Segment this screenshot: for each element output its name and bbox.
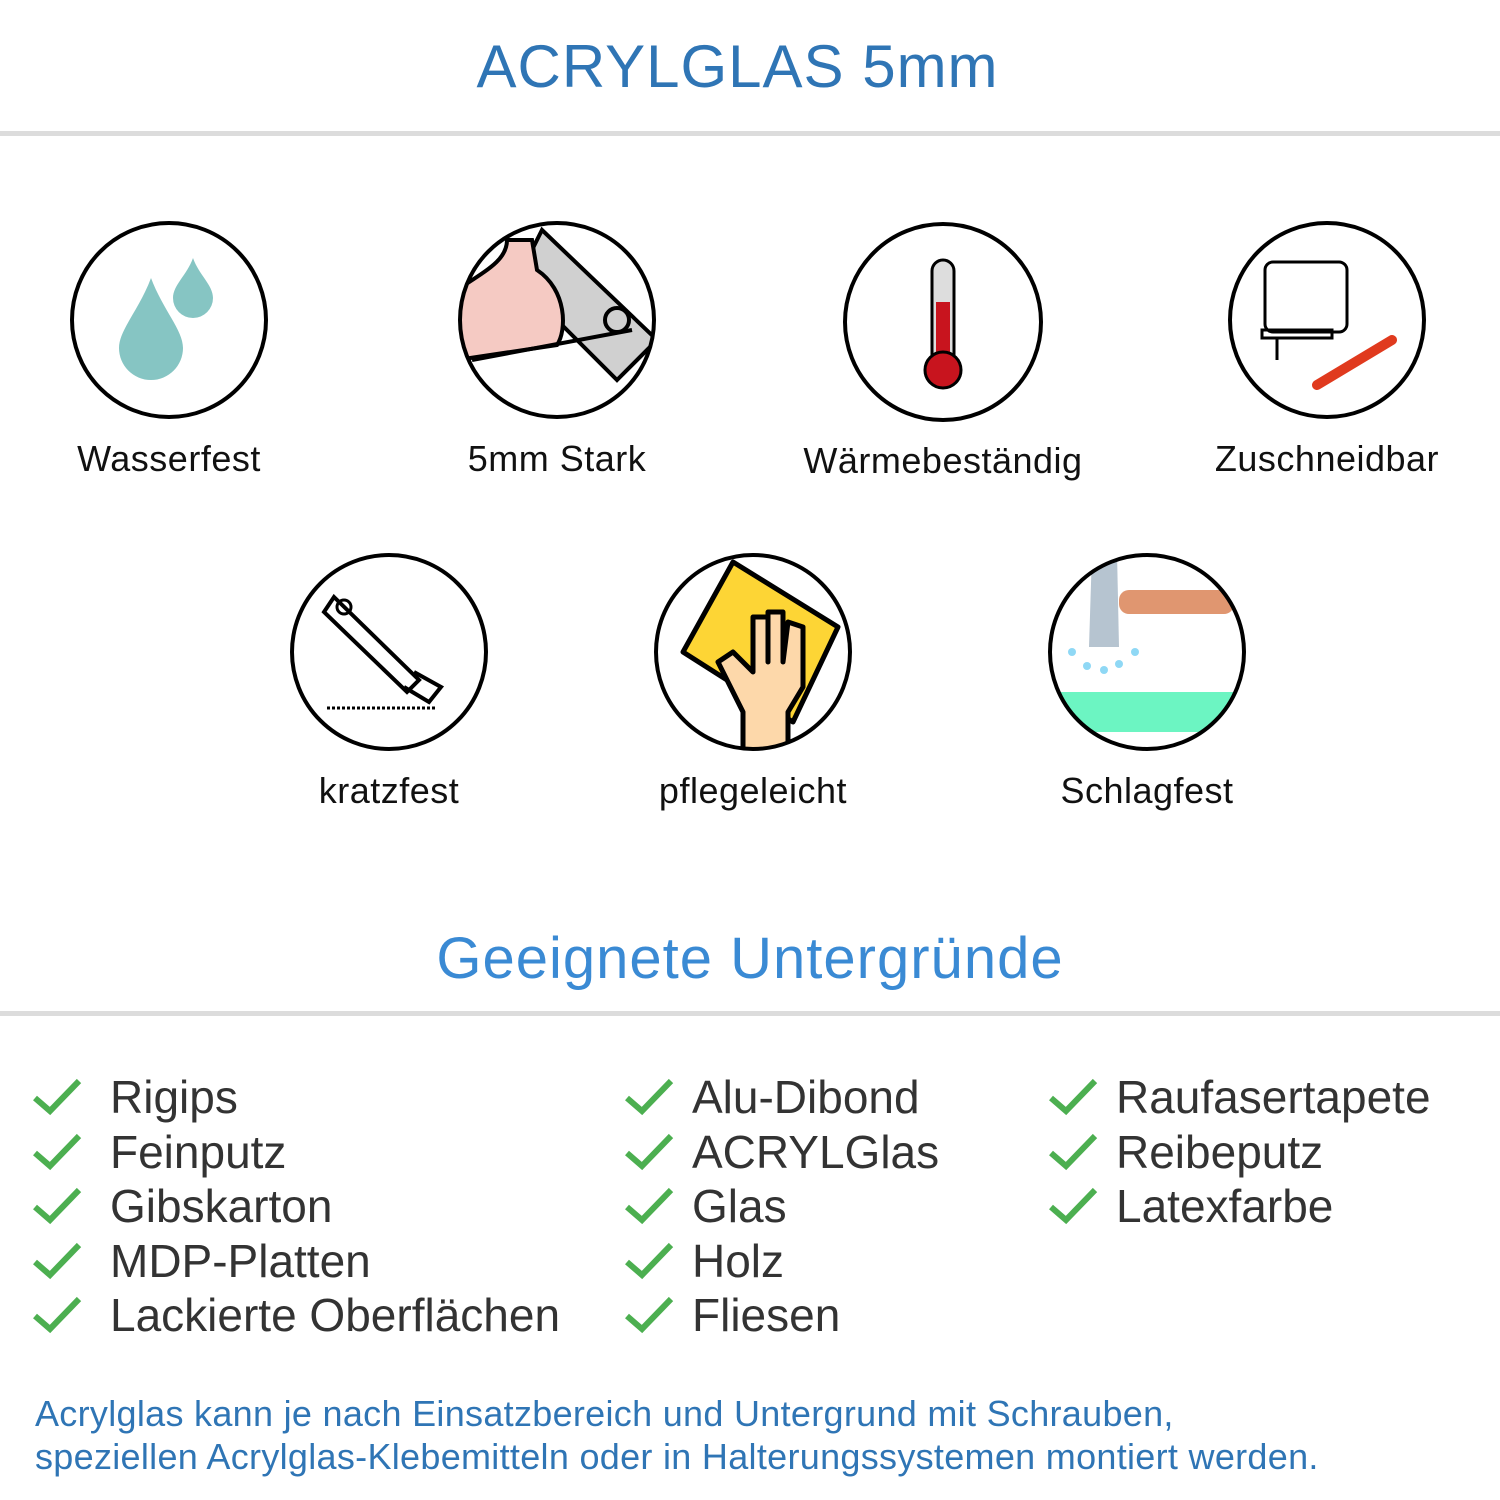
surface-label: Lackierte Oberflächen xyxy=(110,1289,561,1341)
feature-zuschneidbar: Zuschneidbar xyxy=(1167,220,1487,480)
surface-item: Fliesen xyxy=(624,1288,840,1342)
feature-5mm-stark: 5mm Stark xyxy=(397,220,717,480)
surface-label: Gibskarton xyxy=(110,1180,333,1232)
thermometer-icon xyxy=(843,222,1043,422)
surface-label: MDP-Platten xyxy=(110,1234,371,1287)
surface-item: Glas xyxy=(624,1179,787,1233)
surface-label: Alu-Dibond xyxy=(692,1071,920,1123)
surface-label: Feinputz xyxy=(110,1125,287,1178)
divider xyxy=(0,1011,1500,1016)
footer-note: Acrylglas kann je nach Einsatzbereich un… xyxy=(35,1392,1319,1478)
feature-label: pflegeleicht xyxy=(658,770,848,811)
surface-label: Raufasertapete xyxy=(1116,1071,1431,1123)
feature-wasserfest: Wasserfest xyxy=(9,220,329,480)
checkmark-icon xyxy=(33,1078,82,1116)
surface-item: Gibskarton xyxy=(32,1179,332,1233)
checkmark-icon xyxy=(625,1296,674,1334)
footer-line-1: Acrylglas kann je nach Einsatzbereich un… xyxy=(35,1393,1174,1434)
checkmark-icon xyxy=(1049,1187,1098,1225)
feature-label: 5mm Stark xyxy=(467,438,647,479)
water-drops-icon xyxy=(70,221,268,419)
checkmark-icon xyxy=(33,1242,82,1279)
feature-pflegeleicht: pflegeleicht xyxy=(593,552,913,812)
checkmark-icon xyxy=(1049,1133,1098,1170)
surfaces-heading: Geeignete Untergründe xyxy=(436,926,1064,991)
surface-label: Rigips xyxy=(110,1071,238,1123)
surface-label: Latexfarbe xyxy=(1116,1180,1334,1232)
utility-knife-icon xyxy=(290,553,488,751)
checkmark-icon xyxy=(625,1133,674,1170)
feature-label: kratzfest xyxy=(318,770,460,811)
feature-label: Wasserfest xyxy=(77,438,261,479)
jigsaw-cutter-icon xyxy=(1228,221,1426,419)
feature-label: Zuschneidbar xyxy=(1214,438,1440,479)
surface-item: Holz xyxy=(624,1234,784,1288)
divider xyxy=(0,131,1500,136)
surface-label: Holz xyxy=(692,1234,785,1287)
checkmark-icon xyxy=(625,1242,674,1279)
feature-kratzfest: kratzfest xyxy=(229,552,549,812)
surface-item: Alu-Dibond xyxy=(624,1070,920,1124)
checkmark-icon xyxy=(625,1078,674,1116)
surface-label: Glas xyxy=(692,1180,787,1232)
checkmark-icon xyxy=(625,1187,674,1225)
feature-label: Wärmebeständig xyxy=(803,440,1083,481)
feature-label: Schlagfest xyxy=(1060,770,1234,811)
checkmark-icon xyxy=(33,1296,82,1334)
surface-label: Reibeputz xyxy=(1116,1125,1324,1178)
surface-item: Reibeputz xyxy=(1048,1125,1323,1179)
surface-item: ACRYLGlas xyxy=(624,1125,939,1179)
checkmark-icon xyxy=(33,1187,82,1225)
surface-item: Feinputz xyxy=(32,1125,286,1179)
surface-item: Rigips xyxy=(32,1070,238,1124)
feature-schlagfest: Schlagfest xyxy=(987,552,1307,812)
page-title: ACRYLGLAS 5mm xyxy=(476,33,999,100)
surface-label: ACRYLGlas xyxy=(692,1125,940,1178)
surface-item: Raufasertapete xyxy=(1048,1070,1431,1124)
surface-item: MDP-Platten xyxy=(32,1234,371,1288)
strong-arm-icon xyxy=(458,221,656,419)
surface-label: Fliesen xyxy=(692,1289,841,1341)
hammer-icon xyxy=(1048,553,1246,751)
cleaning-hand-icon xyxy=(654,553,852,751)
footer-line-2: speziellen Acrylglas-Klebemitteln oder i… xyxy=(35,1436,1319,1477)
feature-waermebestaendig: Wärmebeständig xyxy=(783,222,1103,482)
surface-item: Lackierte Oberflächen xyxy=(32,1288,560,1342)
checkmark-icon xyxy=(33,1133,82,1170)
checkmark-icon xyxy=(1049,1078,1098,1116)
surface-item: Latexfarbe xyxy=(1048,1179,1333,1233)
